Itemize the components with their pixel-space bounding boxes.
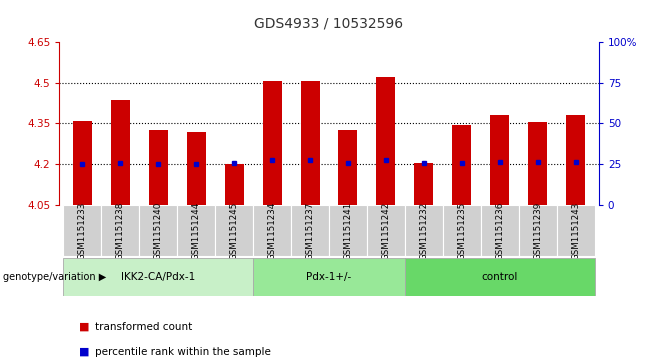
Bar bbox=[528, 122, 547, 205]
Bar bbox=[567, 115, 586, 205]
Text: GSM1151236: GSM1151236 bbox=[495, 201, 505, 260]
Bar bbox=[329, 205, 367, 256]
Text: GSM1151233: GSM1151233 bbox=[78, 201, 86, 260]
Bar bbox=[338, 130, 357, 205]
Bar bbox=[367, 205, 405, 256]
Bar bbox=[443, 205, 481, 256]
Bar bbox=[186, 131, 205, 205]
Text: ■: ■ bbox=[79, 347, 89, 357]
Bar bbox=[215, 205, 253, 256]
Text: transformed count: transformed count bbox=[95, 322, 193, 332]
Bar bbox=[149, 130, 168, 205]
Bar bbox=[111, 100, 130, 205]
Bar bbox=[263, 81, 282, 205]
Bar bbox=[301, 81, 320, 205]
Text: ■: ■ bbox=[79, 322, 89, 332]
Text: IKK2-CA/Pdx-1: IKK2-CA/Pdx-1 bbox=[121, 272, 195, 282]
Bar bbox=[291, 205, 329, 256]
Bar bbox=[519, 205, 557, 256]
Bar bbox=[376, 77, 395, 205]
Text: GSM1151242: GSM1151242 bbox=[382, 201, 390, 260]
Text: GSM1151239: GSM1151239 bbox=[534, 201, 542, 260]
Bar bbox=[63, 205, 101, 256]
Bar bbox=[481, 205, 519, 256]
Text: GSM1151234: GSM1151234 bbox=[268, 201, 276, 260]
Bar bbox=[453, 125, 472, 205]
Text: GSM1151232: GSM1151232 bbox=[420, 201, 428, 260]
Text: Pdx-1+/-: Pdx-1+/- bbox=[307, 272, 351, 282]
Bar bbox=[490, 115, 509, 205]
Text: GSM1151245: GSM1151245 bbox=[230, 201, 238, 260]
Text: genotype/variation ▶: genotype/variation ▶ bbox=[3, 272, 107, 282]
Text: percentile rank within the sample: percentile rank within the sample bbox=[95, 347, 271, 357]
Bar bbox=[253, 205, 291, 256]
Text: GSM1151238: GSM1151238 bbox=[116, 201, 124, 260]
Bar bbox=[557, 205, 595, 256]
Bar bbox=[139, 205, 177, 256]
Text: control: control bbox=[482, 272, 518, 282]
Text: GSM1151241: GSM1151241 bbox=[343, 201, 353, 260]
Text: GDS4933 / 10532596: GDS4933 / 10532596 bbox=[255, 16, 403, 30]
Bar bbox=[72, 121, 91, 205]
Bar bbox=[63, 258, 253, 296]
Bar bbox=[177, 205, 215, 256]
Text: GSM1151240: GSM1151240 bbox=[153, 201, 163, 260]
Bar bbox=[415, 163, 434, 205]
Bar bbox=[405, 205, 443, 256]
Text: GSM1151237: GSM1151237 bbox=[305, 201, 315, 260]
Bar bbox=[101, 205, 139, 256]
Text: GSM1151235: GSM1151235 bbox=[457, 201, 467, 260]
Bar bbox=[224, 164, 243, 205]
Bar bbox=[253, 258, 405, 296]
Text: GSM1151244: GSM1151244 bbox=[191, 201, 201, 260]
Text: GSM1151243: GSM1151243 bbox=[572, 201, 580, 260]
Bar bbox=[405, 258, 595, 296]
